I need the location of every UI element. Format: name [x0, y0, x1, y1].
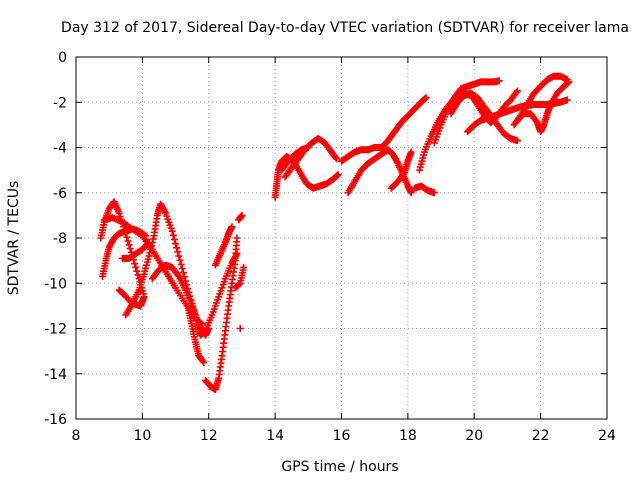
x-tick-label: 14	[266, 428, 284, 444]
data-point	[233, 234, 241, 242]
y-tick-label: -16	[44, 412, 67, 428]
data-point	[430, 189, 438, 197]
data-point	[133, 267, 141, 275]
y-tick-label: -14	[44, 367, 67, 383]
x-tick-label: 8	[72, 428, 81, 444]
x-axis-ticks: 8 10 12 14 16 18 20 22 24	[72, 57, 616, 444]
data-point	[145, 239, 153, 247]
data-point	[123, 233, 131, 241]
data-point	[170, 236, 178, 244]
y-tick-label: -12	[44, 322, 67, 338]
data-points	[97, 72, 573, 394]
data-point	[145, 252, 153, 260]
data-point	[174, 248, 182, 256]
data-point	[172, 240, 180, 248]
data-point	[169, 231, 177, 239]
data-point	[238, 211, 246, 219]
data-point	[563, 96, 571, 104]
data-point	[200, 358, 208, 366]
data-point	[228, 223, 236, 231]
x-axis-label: GPS time / hours	[281, 459, 398, 475]
x-tick-label: 20	[465, 428, 483, 444]
data-point	[512, 88, 520, 96]
y-tick-label: -2	[53, 95, 67, 111]
data-point	[161, 208, 169, 216]
y-tick-label: -6	[53, 186, 67, 202]
data-point	[134, 271, 142, 279]
data-point	[334, 171, 342, 179]
data-point	[422, 94, 430, 102]
data-point	[147, 245, 155, 253]
data-point	[513, 87, 521, 95]
x-tick-label: 24	[598, 428, 616, 444]
data-point	[168, 227, 176, 235]
data-point	[177, 260, 185, 268]
data-point	[132, 263, 140, 271]
data-point	[407, 189, 415, 197]
data-point	[565, 78, 573, 86]
x-tick-label: 10	[133, 428, 151, 444]
data-point	[174, 271, 182, 279]
data-point	[333, 155, 341, 163]
y-tick-label: -4	[53, 141, 67, 157]
data-point	[179, 269, 187, 277]
data-point	[332, 154, 340, 162]
data-point	[304, 144, 312, 151]
data-point	[144, 240, 152, 248]
data-point	[131, 260, 139, 268]
data-point	[125, 241, 133, 249]
y-tick-label: -10	[44, 276, 67, 292]
data-point	[126, 245, 134, 253]
data-point	[173, 244, 181, 252]
data-point	[205, 325, 213, 332]
data-point	[240, 263, 248, 271]
data-point	[149, 235, 157, 243]
data-point	[115, 209, 123, 217]
x-tick-label: 16	[333, 428, 351, 444]
y-tick-label: -8	[53, 231, 67, 247]
data-point	[175, 252, 183, 260]
data-point	[176, 256, 184, 264]
data-point	[407, 148, 415, 156]
x-tick-label: 18	[399, 428, 417, 444]
grid-lines	[76, 57, 607, 419]
data-point	[199, 357, 207, 365]
y-axis-label: SDTVAR / TECUs	[6, 181, 22, 296]
x-tick-label: 22	[532, 428, 550, 444]
data-point	[115, 286, 123, 294]
chart-title: Day 312 of 2017, Sidereal Day-to-day VTE…	[61, 20, 629, 36]
x-tick-label: 12	[200, 428, 218, 444]
data-point	[236, 325, 244, 332]
y-tick-label: 0	[58, 50, 67, 66]
y-axis-ticks: 0 -2 -4 -6 -8 -10 -12 -14 -16	[44, 50, 607, 428]
data-point	[146, 249, 154, 257]
data-point	[124, 237, 132, 245]
data-point	[513, 137, 521, 145]
data-point	[495, 77, 503, 85]
data-point	[178, 265, 186, 273]
